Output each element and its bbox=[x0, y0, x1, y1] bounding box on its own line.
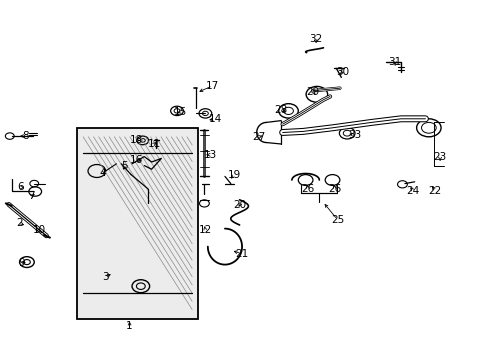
Text: 22: 22 bbox=[427, 186, 441, 196]
Text: 13: 13 bbox=[203, 150, 217, 160]
Text: 10: 10 bbox=[33, 225, 45, 235]
Text: 26: 26 bbox=[327, 184, 341, 194]
Text: 12: 12 bbox=[198, 225, 212, 235]
Text: 19: 19 bbox=[227, 170, 241, 180]
Text: 7: 7 bbox=[28, 191, 35, 201]
Text: 1: 1 bbox=[126, 321, 133, 331]
Text: 2: 2 bbox=[16, 218, 23, 228]
Text: 16: 16 bbox=[130, 155, 143, 165]
Text: 33: 33 bbox=[347, 130, 361, 140]
Text: 20: 20 bbox=[233, 200, 245, 210]
Text: 21: 21 bbox=[235, 249, 248, 259]
Text: 29: 29 bbox=[305, 87, 319, 97]
Text: 27: 27 bbox=[252, 132, 265, 142]
Text: 11: 11 bbox=[147, 139, 161, 149]
Text: 8: 8 bbox=[22, 131, 29, 141]
Text: 5: 5 bbox=[121, 161, 128, 171]
Text: 23: 23 bbox=[432, 152, 446, 162]
Text: 18: 18 bbox=[130, 135, 143, 145]
Text: 32: 32 bbox=[308, 34, 322, 44]
Text: 15: 15 bbox=[174, 107, 187, 117]
Text: 6: 6 bbox=[17, 182, 24, 192]
Text: 9: 9 bbox=[19, 258, 25, 268]
Text: 31: 31 bbox=[387, 57, 401, 67]
Text: 14: 14 bbox=[208, 114, 222, 124]
Text: 30: 30 bbox=[335, 67, 348, 77]
Bar bbox=[77, 128, 198, 319]
Text: 26: 26 bbox=[301, 184, 314, 194]
Text: 4: 4 bbox=[99, 168, 106, 178]
Text: 3: 3 bbox=[102, 272, 108, 282]
Text: 17: 17 bbox=[205, 81, 219, 91]
Text: 28: 28 bbox=[274, 105, 287, 115]
Text: 24: 24 bbox=[406, 186, 419, 196]
Text: 25: 25 bbox=[330, 215, 344, 225]
